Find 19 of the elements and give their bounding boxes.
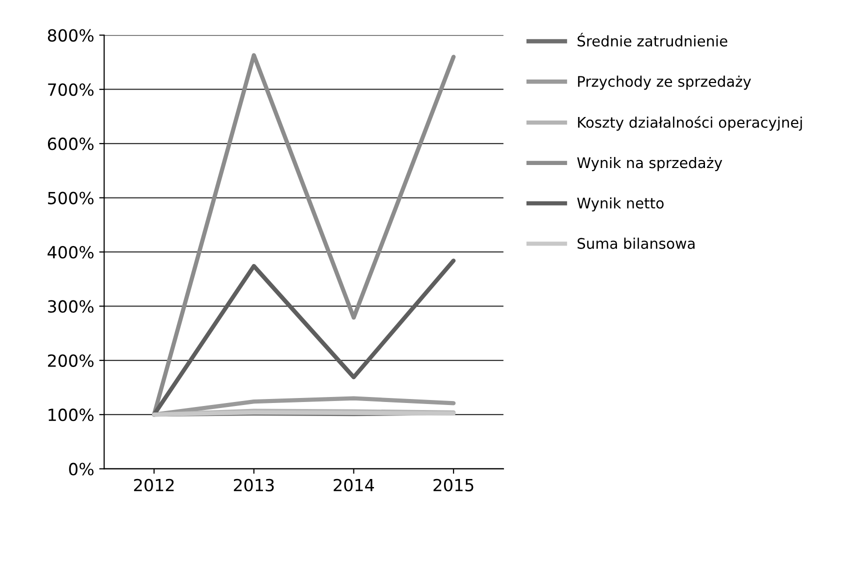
- y-tick-label: 700%: [48, 83, 94, 96]
- y-tick-label: 100%: [48, 408, 94, 422]
- legend-label: Przychody ze sprzedaży: [578, 76, 751, 90]
- y-tick-label: 0%: [69, 462, 94, 476]
- y-tick-label: 800%: [48, 29, 94, 42]
- x-tick-label: 2015: [434, 478, 474, 492]
- y-tick-label: 200%: [48, 354, 94, 367]
- legend-label: Wynik na sprzedaży: [577, 156, 722, 172]
- y-tick-label: 500%: [48, 192, 94, 204]
- legend-label: Suma bilansowa: [578, 238, 695, 249]
- x-tick-label: 2012: [134, 478, 174, 492]
- legend-label: Średnie zatrudnienie: [578, 32, 728, 47]
- x-tick-label: 2014: [334, 478, 374, 492]
- legend-label: Koszty działalności operacyjnej: [578, 116, 802, 131]
- y-tick-label: 400%: [48, 246, 94, 259]
- y-tick-label: 600%: [48, 138, 94, 150]
- legend-label: Wynik netto: [577, 197, 664, 212]
- y-tick-label: 300%: [48, 300, 94, 313]
- x-tick-label: 2013: [234, 478, 274, 492]
